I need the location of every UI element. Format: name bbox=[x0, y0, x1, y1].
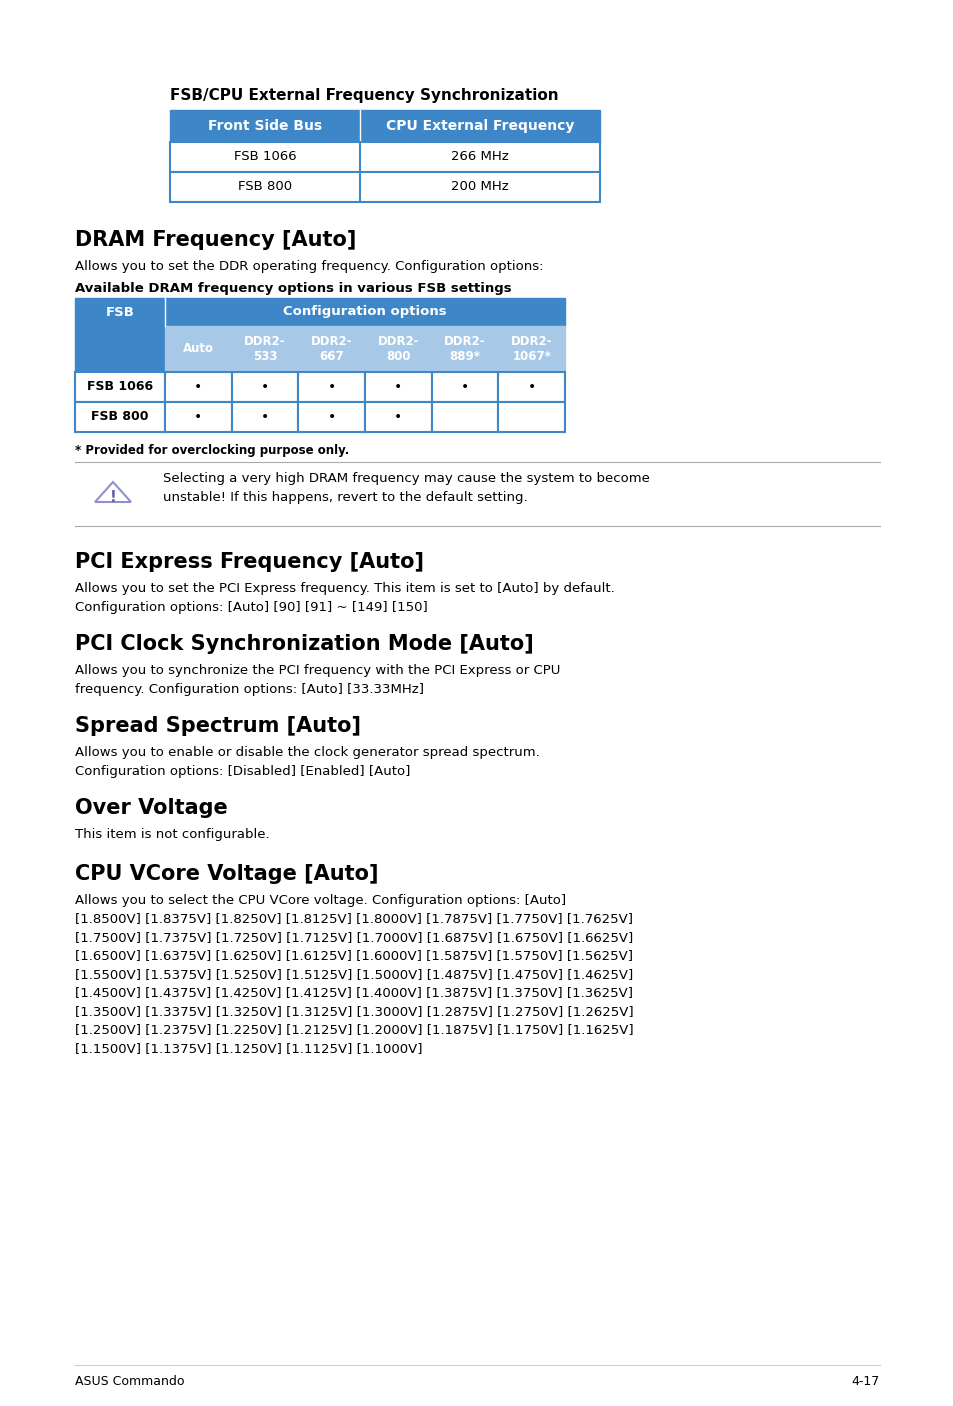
Bar bbox=[497, 326, 564, 373]
Text: DRAM Frequency [Auto]: DRAM Frequency [Auto] bbox=[75, 231, 356, 250]
Text: Auto: Auto bbox=[183, 343, 213, 356]
Text: •: • bbox=[260, 411, 269, 425]
Text: •: • bbox=[194, 380, 202, 394]
Bar bbox=[75, 373, 165, 402]
Bar bbox=[232, 326, 298, 373]
Text: FSB 1066: FSB 1066 bbox=[233, 150, 296, 163]
Text: PCI Express Frequency [Auto]: PCI Express Frequency [Auto] bbox=[75, 553, 423, 572]
Text: •: • bbox=[460, 380, 469, 394]
Text: Front Side Bus: Front Side Bus bbox=[208, 120, 322, 134]
Bar bbox=[298, 326, 365, 373]
Text: 266 MHz: 266 MHz bbox=[451, 150, 508, 163]
Bar bbox=[298, 373, 365, 402]
Bar bbox=[75, 298, 165, 326]
Text: !: ! bbox=[110, 489, 116, 505]
Bar bbox=[232, 402, 298, 432]
Bar bbox=[170, 142, 599, 172]
Text: DDR2-
800: DDR2- 800 bbox=[377, 335, 418, 363]
Text: CPU VCore Voltage [Auto]: CPU VCore Voltage [Auto] bbox=[75, 865, 378, 884]
Bar bbox=[365, 373, 431, 402]
Bar bbox=[431, 373, 497, 402]
Text: PCI Clock Synchronization Mode [Auto]: PCI Clock Synchronization Mode [Auto] bbox=[75, 634, 533, 654]
Bar bbox=[165, 402, 232, 432]
Bar bbox=[165, 326, 232, 373]
Bar bbox=[165, 298, 564, 326]
Text: DDR2-
1067*: DDR2- 1067* bbox=[510, 335, 552, 363]
Bar bbox=[497, 373, 564, 402]
Text: DDR2-
533: DDR2- 533 bbox=[244, 335, 286, 363]
Bar bbox=[170, 110, 599, 142]
Text: DDR2-
667: DDR2- 667 bbox=[311, 335, 352, 363]
Bar bbox=[431, 402, 497, 432]
Text: FSB 800: FSB 800 bbox=[91, 411, 149, 423]
Bar bbox=[365, 402, 431, 432]
Text: •: • bbox=[327, 380, 335, 394]
Text: FSB 1066: FSB 1066 bbox=[87, 381, 152, 394]
Text: DDR2-
889*: DDR2- 889* bbox=[444, 335, 485, 363]
Text: Over Voltage: Over Voltage bbox=[75, 799, 228, 818]
Text: Allows you to enable or disable the clock generator spread spectrum.
Configurati: Allows you to enable or disable the cloc… bbox=[75, 747, 539, 778]
Text: ASUS Commando: ASUS Commando bbox=[75, 1375, 184, 1388]
Text: Allows you to set the PCI Express frequency. This item is set to [Auto] by defau: Allows you to set the PCI Express freque… bbox=[75, 582, 614, 613]
Text: •: • bbox=[194, 411, 202, 425]
Bar bbox=[497, 402, 564, 432]
Text: FSB 800: FSB 800 bbox=[237, 180, 292, 194]
Text: Selecting a very high DRAM frequency may cause the system to become
unstable! If: Selecting a very high DRAM frequency may… bbox=[163, 472, 649, 503]
Text: FSB/CPU External Frequency Synchronization: FSB/CPU External Frequency Synchronizati… bbox=[170, 89, 558, 103]
Text: •: • bbox=[327, 411, 335, 425]
Text: Spread Spectrum [Auto]: Spread Spectrum [Auto] bbox=[75, 716, 360, 735]
Text: •: • bbox=[394, 411, 402, 425]
Text: Allows you to synchronize the PCI frequency with the PCI Express or CPU
frequenc: Allows you to synchronize the PCI freque… bbox=[75, 664, 559, 696]
Text: * Provided for overclocking purpose only.: * Provided for overclocking purpose only… bbox=[75, 444, 349, 457]
Bar bbox=[365, 326, 431, 373]
Text: •: • bbox=[394, 380, 402, 394]
Text: 4-17: 4-17 bbox=[851, 1375, 879, 1388]
Text: CPU External Frequency: CPU External Frequency bbox=[385, 120, 574, 134]
Bar bbox=[165, 373, 232, 402]
Bar bbox=[431, 326, 497, 373]
Text: Configuration options: Configuration options bbox=[283, 305, 446, 319]
Text: This item is not configurable.: This item is not configurable. bbox=[75, 828, 270, 841]
Text: FSB: FSB bbox=[106, 305, 134, 319]
Text: •: • bbox=[527, 380, 536, 394]
Bar bbox=[75, 402, 165, 432]
Text: Available DRAM frequency options in various FSB settings: Available DRAM frequency options in vari… bbox=[75, 283, 511, 295]
Text: Allows you to select the CPU VCore voltage. Configuration options: [Auto]
[1.850: Allows you to select the CPU VCore volta… bbox=[75, 894, 633, 1054]
Bar bbox=[75, 326, 165, 373]
Polygon shape bbox=[95, 482, 131, 502]
Text: •: • bbox=[260, 380, 269, 394]
Bar bbox=[298, 402, 365, 432]
Text: 200 MHz: 200 MHz bbox=[451, 180, 508, 194]
Text: Allows you to set the DDR operating frequency. Configuration options:: Allows you to set the DDR operating freq… bbox=[75, 260, 543, 273]
Bar bbox=[170, 172, 599, 202]
Bar bbox=[232, 373, 298, 402]
